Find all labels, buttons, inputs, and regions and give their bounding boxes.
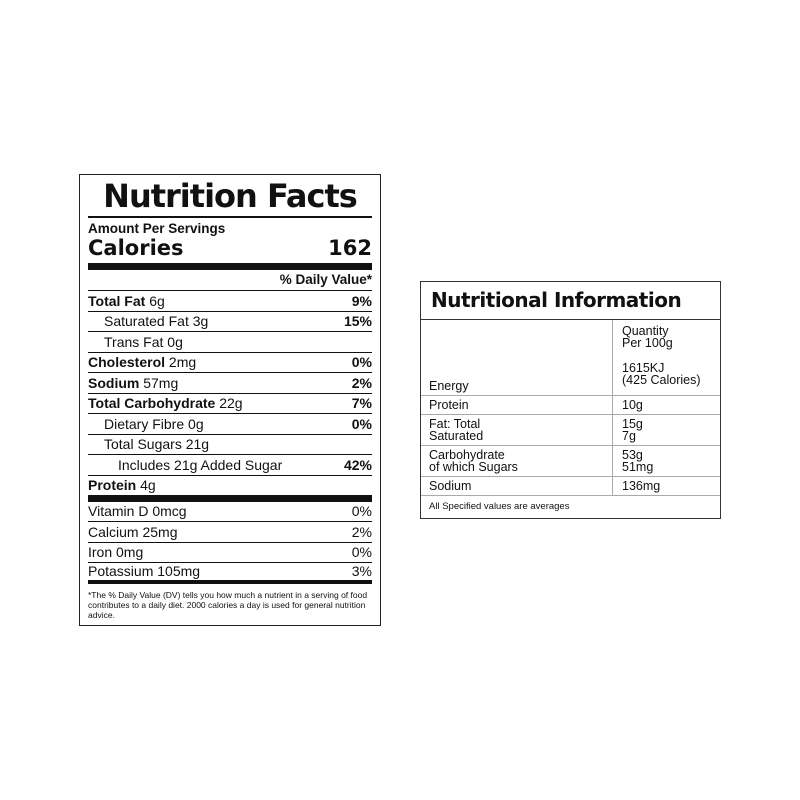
row-label: Fat: Total (429, 417, 481, 431)
amount-per-serving-label: Amount Per Servings (88, 221, 226, 236)
nutrient-label: Cholesterol 2mg (88, 354, 197, 371)
daily-value-percent: 2% (351, 523, 372, 540)
row-label-cell: Fat: Total Saturated (421, 415, 613, 445)
table-row: Fat: Total Saturated 15g 7g (421, 415, 720, 446)
calories-label: Calories (88, 236, 184, 260)
nutrient-label: Sodium 57mg (88, 374, 179, 391)
nutritional-information-panel: Nutritional Information Energy Quantity … (420, 281, 721, 519)
row-label-cell: Protein (421, 396, 613, 414)
nutrient-label: Includes 21g Added Sugar (118, 456, 283, 473)
row-label: Energy (429, 379, 469, 393)
nutrient-label: Total Carbohydrate 22g (88, 395, 243, 412)
row-value-secondary: 7g (622, 429, 636, 443)
quantity-column-header: Quantity Per 100g 1615KJ (425 Calories) (613, 320, 720, 395)
nutrient-row-added-sugar: Includes 21g Added Sugar 42% (88, 455, 372, 476)
row-value-secondary: (425 Calories) (622, 373, 701, 387)
daily-value-percent: 0% (351, 544, 372, 561)
nutrient-label: Protein 4g (88, 477, 156, 493)
nutrient-label: Potassium 105mg (88, 563, 201, 580)
nutrient-label: Vitamin D 0mcg (88, 503, 187, 520)
row-value: 53g (622, 448, 643, 462)
row-value: 15g (622, 417, 643, 431)
nutrient-row-protein: Protein 4g (88, 476, 372, 502)
row-label-secondary: of which Sugars (429, 460, 518, 474)
nutrient-label: Calcium 25mg (88, 523, 178, 540)
averages-note: All Specified values are averages (429, 501, 570, 512)
label-column-header: Energy (421, 320, 613, 395)
row-label: Sodium (429, 479, 472, 493)
nutrient-row-dietary-fibre: Dietary Fibre 0g 0% (88, 414, 372, 435)
nutrient-row-iron: Iron 0mg 0% (88, 543, 372, 563)
table-row: Sodium 136mg (421, 477, 720, 496)
row-label-cell: Sodium (421, 477, 613, 495)
nutrient-row-cholesterol: Cholesterol 2mg 0% (88, 353, 372, 373)
daily-value-percent: 7% (351, 395, 372, 412)
nutrient-row-vitamin-d: Vitamin D 0mcg 0% (88, 502, 372, 522)
calories-row: Calories 162 (88, 236, 372, 270)
nutrient-row-calcium: Calcium 25mg 2% (88, 522, 372, 543)
nutritional-information-title: Nutritional Information (421, 282, 720, 320)
table-header-row: Energy Quantity Per 100g 1615KJ (425 Cal… (421, 320, 720, 396)
nutrient-row-saturated-fat: Saturated Fat 3g 15% (88, 312, 372, 332)
daily-value-header: % Daily Value* (88, 270, 372, 291)
daily-value-percent: 0% (351, 354, 372, 371)
daily-value-percent: 3% (351, 563, 372, 580)
nutrient-label: Total Sugars 21g (104, 436, 210, 453)
row-value-cell: 15g 7g (613, 415, 720, 445)
daily-value-percent: 9% (351, 292, 372, 309)
nutrient-label: Saturated Fat 3g (104, 313, 209, 330)
row-label: Carbohydrate (429, 448, 505, 462)
row-value-cell: 10g (613, 396, 720, 414)
calories-value: 162 (328, 236, 372, 260)
row-label-secondary: Saturated (429, 429, 484, 443)
nutrient-label: Dietary Fibre 0g (104, 415, 204, 432)
daily-value-percent: 0% (351, 503, 372, 520)
table-row: Carbohydrate of which Sugars 53g 51mg (421, 446, 720, 477)
row-value-secondary: 51mg (622, 460, 654, 474)
row-value: 136mg (622, 479, 661, 493)
nutrient-row-trans-fat: Trans Fat 0g (88, 332, 372, 353)
table-row: Protein 10g (421, 396, 720, 415)
row-value: 1615KJ (622, 361, 665, 375)
row-label: Protein (429, 398, 469, 412)
daily-value-percent: 2% (351, 374, 372, 391)
nutrient-row-total-carbohydrate: Total Carbohydrate 22g 7% (88, 394, 372, 414)
nutrient-row-sodium: Sodium 57mg 2% (88, 373, 372, 394)
daily-value-percent: 0% (351, 415, 372, 432)
nutrient-row-potassium: Potassium 105mg 3% (88, 563, 372, 584)
nutrition-facts-title: Nutrition Facts (88, 175, 372, 218)
nutrient-row-total-sugars: Total Sugars 21g (88, 435, 372, 455)
row-value-cell: 136mg (613, 477, 720, 495)
daily-value-percent: 15% (343, 313, 372, 330)
nutrient-row-total-fat: Total Fat 6g 9% (88, 291, 372, 312)
nutrient-label: Iron 0mg (88, 544, 144, 561)
row-value: 10g (622, 398, 643, 412)
daily-value-percent: 42% (343, 456, 372, 473)
daily-value-footnote: *The % Daily Value (DV) tells you how mu… (88, 589, 368, 620)
quantity-header: Quantity (622, 324, 669, 338)
per-100g-header: Per 100g (622, 336, 673, 350)
row-value-cell: 53g 51mg (613, 446, 720, 476)
nutrient-label: Total Fat 6g (88, 292, 165, 309)
nutrient-label: Trans Fat 0g (104, 333, 183, 350)
row-label-cell: Carbohydrate of which Sugars (421, 446, 613, 476)
nutrition-facts-panel: Nutrition Facts Amount Per Servings Calo… (79, 174, 381, 626)
